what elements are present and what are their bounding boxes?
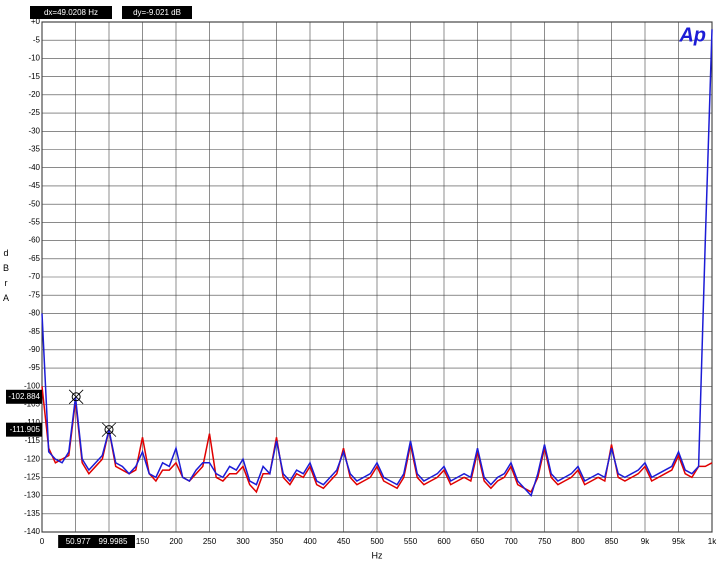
y-tick-label: -110 bbox=[25, 418, 41, 427]
x-tick-label: 550 bbox=[404, 537, 418, 546]
x-tick-label: 750 bbox=[538, 537, 552, 546]
x-tick-label: 400 bbox=[303, 537, 317, 546]
y-tick-label: -35 bbox=[28, 145, 40, 154]
x-tick-label: 0 bbox=[40, 537, 45, 546]
series-line bbox=[41, 386, 713, 494]
y-tick-label: -85 bbox=[28, 327, 40, 336]
y-tick-label: -15 bbox=[28, 72, 40, 81]
x-tick-label: 700 bbox=[504, 537, 518, 546]
x-tick-label: 500 bbox=[370, 537, 384, 546]
x-tick-label: 850 bbox=[605, 537, 619, 546]
x-tick-label: 95k bbox=[672, 537, 686, 546]
series-line bbox=[41, 29, 713, 498]
y-tick-label: -60 bbox=[28, 236, 40, 245]
x-tick-label: 1k bbox=[708, 537, 717, 546]
y-tick-label: -135 bbox=[24, 509, 41, 518]
x-tick-label: 650 bbox=[471, 537, 485, 546]
y-tick-label: -130 bbox=[24, 491, 41, 500]
y-tick-label: -100 bbox=[24, 381, 41, 390]
y-tick-label: -45 bbox=[28, 181, 40, 190]
y-tick-label: -55 bbox=[28, 217, 40, 226]
y-tick-label: -120 bbox=[24, 454, 41, 463]
y-tick-label: -80 bbox=[28, 309, 40, 318]
x-tick-label: 350 bbox=[270, 537, 284, 546]
y-tick-label: -25 bbox=[28, 108, 40, 117]
x-tick-label: 600 bbox=[437, 537, 451, 546]
readout-box bbox=[30, 6, 112, 19]
cursor-y-label: -102.884 bbox=[8, 392, 40, 401]
x-axis-label: Hz bbox=[372, 550, 383, 560]
y-tick-label: -140 bbox=[24, 527, 41, 536]
cursor-y-label: -111.905 bbox=[10, 425, 41, 434]
y-tick-label: -5 bbox=[33, 35, 41, 44]
cursor-cross bbox=[68, 389, 84, 405]
x-tick-label: 300 bbox=[236, 537, 250, 546]
y-tick-label: +0 bbox=[31, 17, 41, 26]
x-tick-label: 800 bbox=[571, 537, 585, 546]
y-axis-label: dBr A bbox=[2, 248, 9, 303]
y-tick-label: -65 bbox=[28, 254, 40, 263]
x-tick-label: 250 bbox=[203, 537, 217, 546]
dx-readout: dx=49.0208 Hz bbox=[44, 8, 98, 17]
x-tick-label: 450 bbox=[337, 537, 351, 546]
y-tick-label: -125 bbox=[24, 472, 41, 481]
y-tick-label: -90 bbox=[28, 345, 40, 354]
x-tick-label: 9k bbox=[641, 537, 650, 546]
readout-box bbox=[122, 6, 192, 19]
y-tick-label: -75 bbox=[28, 290, 40, 299]
y-tick-label: -95 bbox=[28, 363, 40, 372]
y-tick-label: -20 bbox=[28, 90, 40, 99]
cursor-x-label: 50.9777 bbox=[66, 537, 95, 546]
cursor-y-box bbox=[6, 389, 42, 404]
cursor-marker bbox=[71, 392, 81, 402]
y-tick-label: -105 bbox=[24, 400, 41, 409]
cursor-x-label: 99.9985 bbox=[99, 537, 128, 546]
dy-readout: dy=-9.021 dB bbox=[133, 8, 181, 17]
y-tick-label: -115 bbox=[25, 436, 41, 445]
cursor-marker bbox=[104, 425, 114, 435]
x-tick-label: 200 bbox=[169, 537, 183, 546]
x-tick-label: 150 bbox=[136, 537, 150, 546]
y-tick-label: -10 bbox=[28, 54, 40, 63]
y-tick-label: -30 bbox=[28, 126, 40, 135]
cursor-y-box bbox=[6, 422, 42, 437]
y-tick-label: -70 bbox=[28, 272, 40, 281]
y-tick-label: -50 bbox=[28, 199, 40, 208]
cursor-cross bbox=[101, 422, 117, 437]
logo: Ap bbox=[678, 24, 706, 46]
cursor-x-box bbox=[90, 535, 135, 548]
y-tick-label: -40 bbox=[28, 163, 40, 172]
